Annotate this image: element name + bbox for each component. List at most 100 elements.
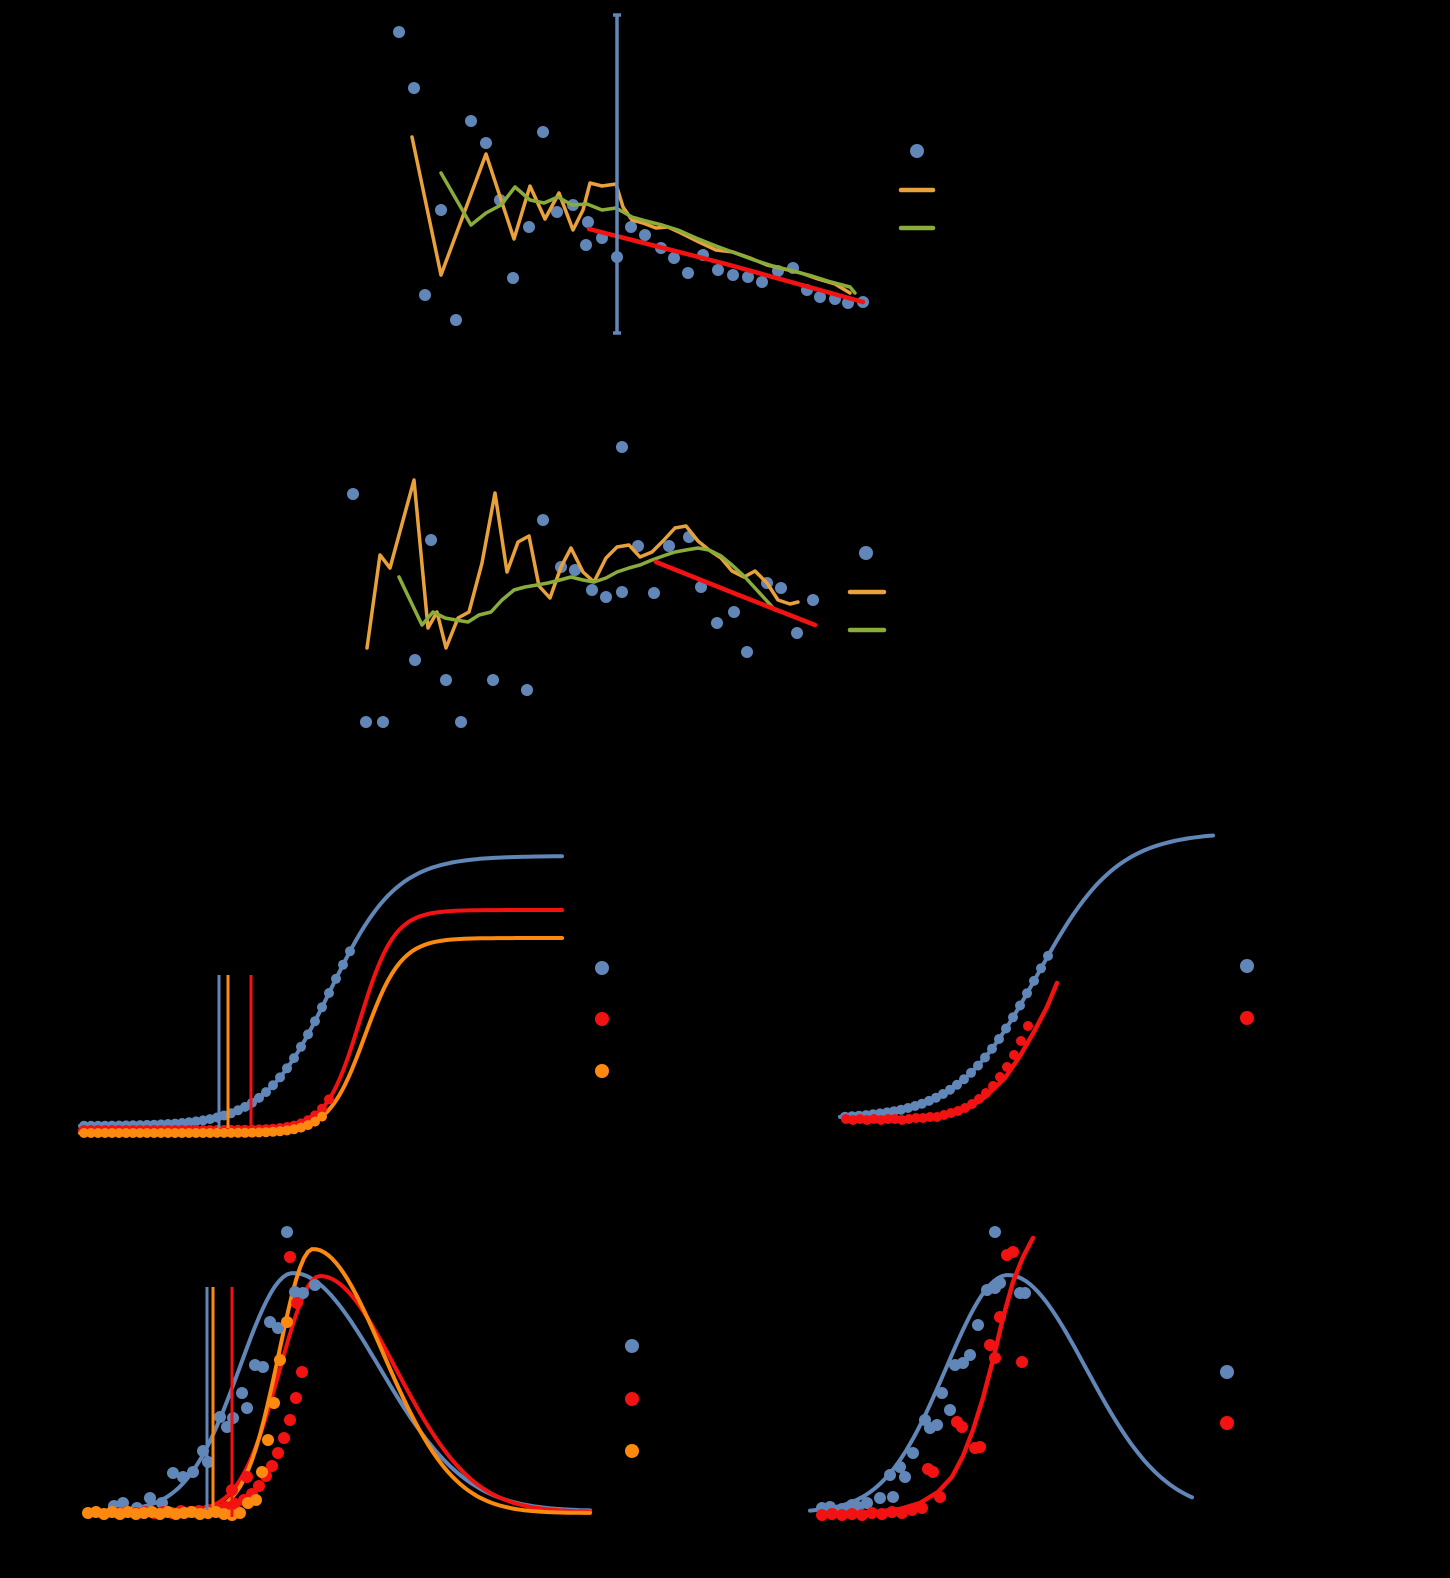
blue-cumulative-dots	[310, 1016, 320, 1027]
data-points	[408, 82, 420, 94]
legend-dot-blue	[595, 961, 609, 975]
blue-rate-dots	[309, 1279, 321, 1291]
red-rate-dots	[1016, 1356, 1028, 1368]
orange-cumulative-dots	[310, 1116, 320, 1127]
red-rate-dots	[272, 1447, 284, 1459]
data-points	[616, 586, 628, 598]
data-points	[480, 137, 492, 149]
red-rate-dots	[826, 1508, 838, 1520]
data-points	[639, 229, 651, 241]
blue-rate-dots	[861, 1497, 873, 1509]
orange-cumulative-curve	[78, 936, 564, 1135]
data-points	[551, 206, 563, 218]
data-points	[742, 271, 754, 283]
orange-cumulative-dots	[247, 1127, 257, 1138]
orange-cumulative-dots	[156, 1128, 166, 1138]
chart-cumulative-left	[78, 854, 609, 1138]
linear-fit-line	[586, 226, 866, 305]
blue-rate-dots	[884, 1469, 896, 1481]
chart-rate-left	[82, 1226, 639, 1521]
red-rate-dots	[296, 1366, 308, 1378]
data-points	[537, 514, 549, 526]
blue-rate-dots	[272, 1322, 284, 1334]
blue-rate-dots	[236, 1387, 248, 1399]
data-points	[347, 488, 359, 500]
red-rate-dots	[284, 1251, 296, 1263]
orange-cumulative-dots	[121, 1128, 131, 1138]
data-points	[393, 26, 405, 38]
red-cumulative-dots	[1002, 1062, 1012, 1072]
blue-cumulative-dots	[945, 1084, 955, 1095]
data-points	[814, 291, 826, 303]
blue-cumulative-dots	[331, 973, 341, 984]
orange-cumulative-dots	[114, 1128, 124, 1138]
blue-cumulative-dots	[980, 1052, 990, 1063]
orange-cumulative-dots	[128, 1128, 138, 1138]
data-points	[663, 540, 675, 552]
orange-rate-dots	[274, 1354, 286, 1366]
red-cumulative-dots	[988, 1081, 998, 1091]
red-cumulative-dots	[995, 1072, 1005, 1082]
data-points	[360, 716, 372, 728]
blue-cumulative-dots	[289, 1053, 299, 1064]
blue-cumulative-dots	[1008, 1012, 1018, 1023]
data-points	[791, 627, 803, 639]
blue-rate-dots	[899, 1471, 911, 1483]
blue-cumulative-dots	[282, 1063, 292, 1074]
blue-rate-dots	[964, 1349, 976, 1361]
blue-rate-dots	[187, 1466, 199, 1478]
orange-cumulative-dots	[135, 1128, 145, 1138]
blue-rate-dots	[907, 1447, 919, 1459]
legend-dot-blue	[1220, 1365, 1234, 1379]
blue-rate-dots	[177, 1471, 189, 1483]
data-points	[419, 289, 431, 301]
red-rate-dots	[253, 1480, 265, 1492]
orange-cumulative-dots	[142, 1128, 152, 1138]
data-points	[616, 441, 628, 453]
legend-dot-orange	[625, 1444, 639, 1458]
chart-rate-right	[808, 1226, 1234, 1521]
legend-dot-red	[1240, 1011, 1254, 1025]
linear-fit-line	[653, 559, 818, 628]
red-cumulative-curve	[78, 908, 564, 1132]
data-points	[711, 617, 723, 629]
orange-cumulative-dots	[219, 1127, 229, 1138]
data-points	[625, 221, 637, 233]
red-rate-dots	[816, 1509, 828, 1521]
data-points	[580, 239, 592, 251]
blue-cumulative-dots	[303, 1029, 313, 1040]
legend-dot-red	[625, 1392, 639, 1406]
data-points	[728, 606, 740, 618]
orange-cumulative-dots	[79, 1128, 89, 1138]
data-points	[465, 115, 477, 127]
red-rate-dots	[984, 1339, 996, 1351]
orange-cumulative-dots	[86, 1128, 96, 1138]
data-points	[425, 534, 437, 546]
red-cumulative-dots	[974, 1094, 984, 1104]
data-points	[582, 216, 594, 228]
red-rate-dots	[856, 1509, 868, 1521]
blue-rate-dots	[874, 1492, 886, 1504]
orange-cumulative-dots	[233, 1127, 243, 1138]
red-cumulative-dots	[324, 1094, 334, 1105]
orange-cumulative-dots	[226, 1127, 236, 1138]
blue-rate-dots	[944, 1404, 956, 1416]
data-points	[600, 591, 612, 603]
data-points	[712, 264, 724, 276]
blue-cumulative-dots	[254, 1092, 264, 1103]
red-rate-dots	[876, 1508, 888, 1520]
red-rate-dots	[866, 1507, 878, 1519]
red-cumulative-dots	[967, 1099, 977, 1109]
red-rate-dots	[994, 1311, 1006, 1323]
orange-rate-dots	[281, 1316, 293, 1328]
data-points	[756, 276, 768, 288]
orange-cumulative-dots	[184, 1128, 194, 1138]
blue-cumulative-dots	[973, 1060, 983, 1071]
red-cumulative-dots	[1016, 1036, 1026, 1046]
blue-rate-dots	[894, 1461, 906, 1473]
orange-cumulative-dots	[317, 1111, 327, 1122]
red-rate-dots	[291, 1297, 303, 1309]
red-rate-dots	[241, 1471, 253, 1483]
legend-dot-blue	[1240, 959, 1254, 973]
data-points	[727, 269, 739, 281]
